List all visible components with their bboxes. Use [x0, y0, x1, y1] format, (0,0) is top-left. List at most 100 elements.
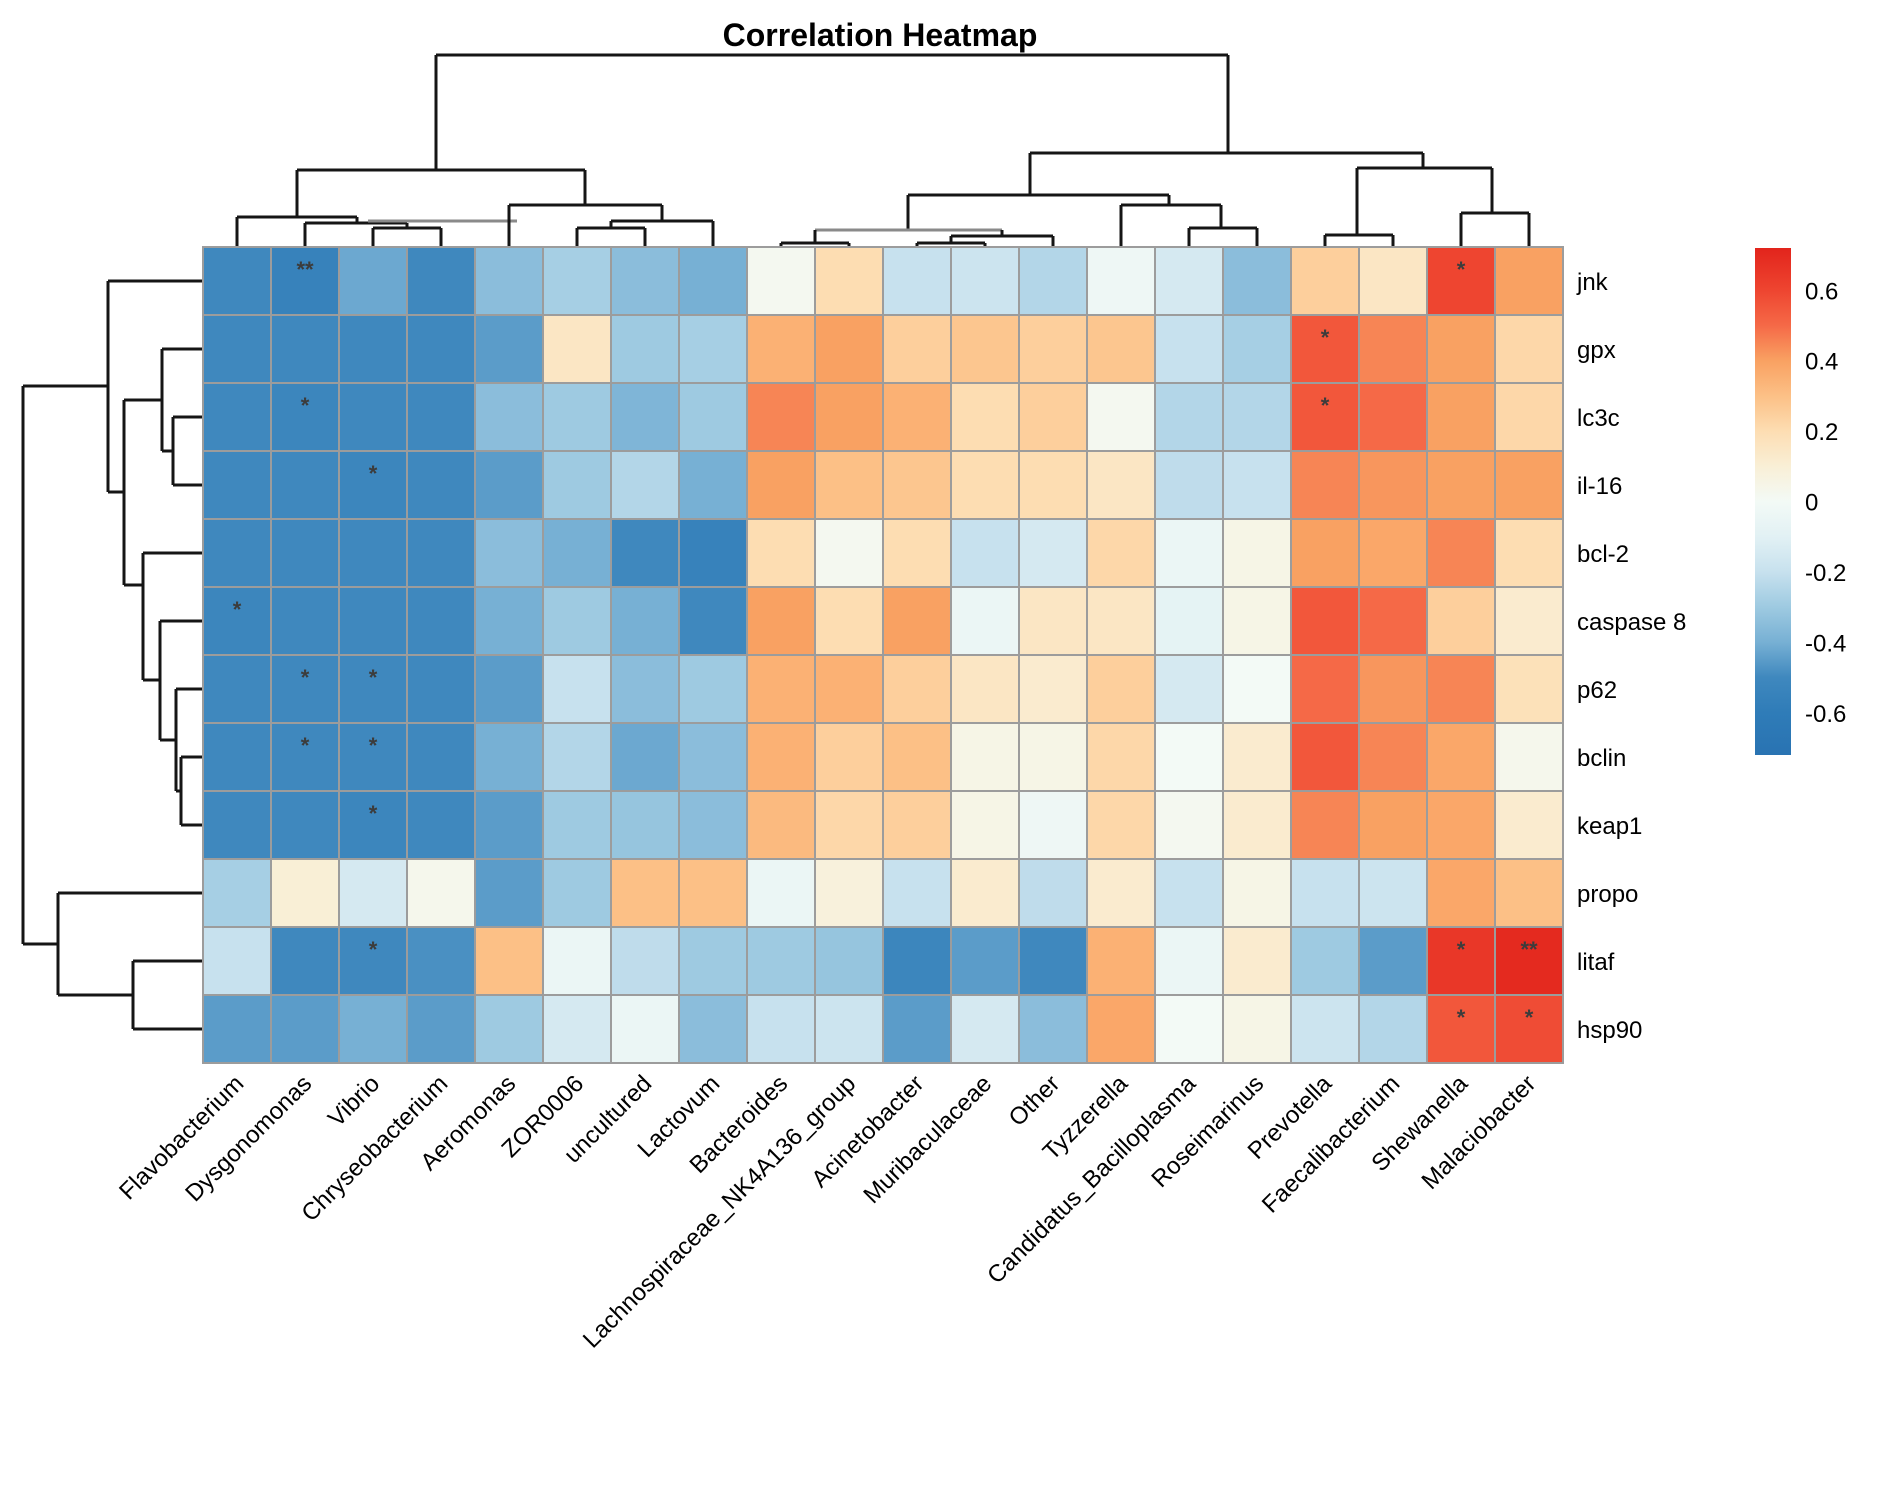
heatmap-cell	[270, 858, 340, 928]
heatmap-cell	[338, 518, 408, 588]
heatmap-cell	[1426, 722, 1496, 792]
colorbar-gradient	[1755, 248, 1791, 755]
heatmap-cell	[1358, 790, 1428, 860]
heatmap-cell	[882, 722, 952, 792]
heatmap-cell	[814, 790, 884, 860]
heatmap-cell	[1494, 926, 1564, 996]
heatmap-cell	[474, 314, 544, 384]
heatmap-cell	[1086, 314, 1156, 384]
heatmap-cell	[202, 382, 272, 452]
heatmap-cell	[1290, 246, 1360, 316]
heatmap-cell	[746, 314, 816, 384]
heatmap-cell	[1358, 858, 1428, 928]
row-label: p62	[1577, 677, 1617, 704]
heatmap-cell	[950, 654, 1020, 724]
colorbar-tick-label: -0.2	[1805, 560, 1846, 587]
heatmap-cell	[542, 246, 612, 316]
heatmap-cell	[542, 586, 612, 656]
significance-star: *	[1457, 257, 1466, 282]
row-label: propo	[1577, 881, 1638, 908]
heatmap-cell	[814, 246, 884, 316]
row-label: caspase 8	[1577, 609, 1686, 636]
heatmap-cell	[746, 722, 816, 792]
heatmap-cell	[882, 518, 952, 588]
heatmap-cell	[610, 858, 680, 928]
significance-marks: ** *** **** ** *** * *** *	[233, 257, 1538, 1030]
heatmap-cell	[1426, 314, 1496, 384]
heatmap-cell	[406, 450, 476, 520]
colorbar-tick-label: -0.4	[1805, 630, 1846, 657]
colorbar-tick-label: -0.6	[1805, 701, 1846, 728]
row-labels: jnk gpx lc3c il-16 bcl-2 caspase 8 p62 bclin kea…	[1576, 269, 1686, 1044]
heatmap-cell	[406, 790, 476, 860]
colorbar-tick-label: 0	[1805, 490, 1818, 517]
heatmap-cell	[678, 654, 748, 724]
significance-star: **	[1520, 937, 1538, 962]
heatmap-cell	[338, 314, 408, 384]
heatmap-cell	[1222, 858, 1292, 928]
heatmap-cell	[1358, 994, 1428, 1064]
heatmap-cell	[678, 926, 748, 996]
heatmap-cell	[1358, 586, 1428, 656]
heatmap-cell	[1154, 450, 1224, 520]
row-label: il-16	[1577, 473, 1622, 500]
heatmap-cell	[678, 790, 748, 860]
heatmap-cell	[1494, 246, 1564, 316]
heatmap-cell	[1018, 994, 1088, 1064]
heatmap-cell	[1154, 246, 1224, 316]
heatmap-cell	[610, 450, 680, 520]
heatmap-cell	[542, 314, 612, 384]
heatmap-cell	[950, 858, 1020, 928]
heatmap-cell	[1222, 654, 1292, 724]
heatmap-cell	[338, 450, 408, 520]
heatmap-cell	[1086, 586, 1156, 656]
heatmap-cell	[950, 382, 1020, 452]
heatmap-cell	[474, 382, 544, 452]
heatmap-cell	[270, 518, 340, 588]
heatmap-cell	[1154, 518, 1224, 588]
page-title: Correlation Heatmap	[723, 17, 1038, 53]
heatmap-cell	[1290, 994, 1360, 1064]
heatmap-cell	[202, 926, 272, 996]
heatmap-cell	[542, 790, 612, 860]
heatmap-cell	[678, 246, 748, 316]
heatmap-cell	[1358, 450, 1428, 520]
heatmap-cell	[474, 994, 544, 1064]
heatmap-cell	[1222, 382, 1292, 452]
heatmap-cell	[542, 926, 612, 996]
heatmap-cell	[1222, 586, 1292, 656]
heatmap-cell	[474, 926, 544, 996]
heatmap-cell	[1494, 450, 1564, 520]
heatmap-cell	[882, 994, 952, 1064]
significance-star: *	[1457, 1005, 1466, 1030]
heatmap-cell	[950, 926, 1020, 996]
heatmap-cell	[406, 858, 476, 928]
row-label: bclin	[1577, 745, 1626, 772]
heatmap-cell	[610, 654, 680, 724]
heatmap-cell	[270, 246, 340, 316]
heatmap-cell	[678, 994, 748, 1064]
heatmap-cell	[1018, 382, 1088, 452]
heatmap-cell	[1154, 314, 1224, 384]
heatmap-cell	[1018, 518, 1088, 588]
heatmap-cell	[746, 858, 816, 928]
significance-star: *	[369, 665, 378, 690]
heatmap-cell	[678, 314, 748, 384]
heatmap-cell	[270, 722, 340, 792]
heatmap-cell	[406, 926, 476, 996]
heatmap-cell	[1086, 246, 1156, 316]
heatmap-cell	[1018, 722, 1088, 792]
heatmap-cell	[202, 518, 272, 588]
heatmap-cell	[882, 586, 952, 656]
heatmap-cell	[882, 654, 952, 724]
heatmap-cell	[882, 314, 952, 384]
heatmap-cell	[1086, 858, 1156, 928]
heatmap-cell	[1290, 586, 1360, 656]
heatmap-cell	[882, 246, 952, 316]
heatmap-cell	[1154, 994, 1224, 1064]
heatmap-cell	[1154, 586, 1224, 656]
heatmap-cell	[746, 382, 816, 452]
heatmap-cell	[1154, 858, 1224, 928]
heatmap-cell	[1086, 722, 1156, 792]
significance-star: *	[1321, 393, 1330, 418]
